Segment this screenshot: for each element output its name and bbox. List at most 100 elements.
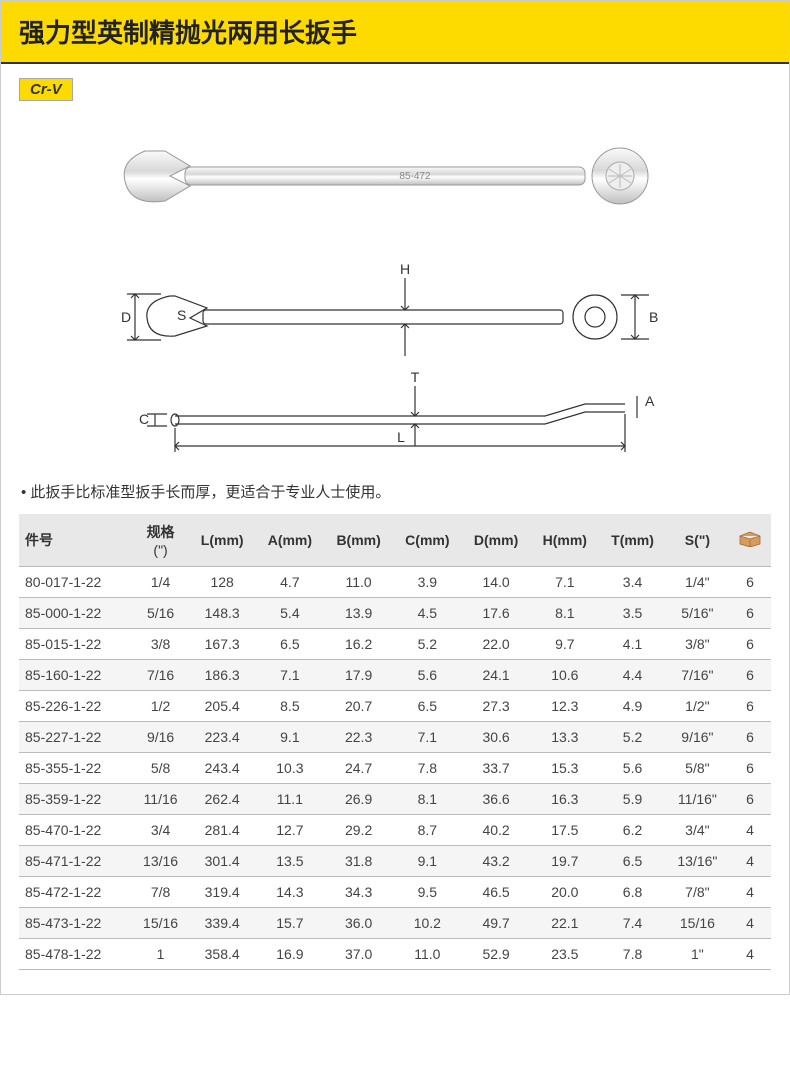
table-cell: 34.3 — [324, 877, 393, 908]
table-cell: 3/8 — [132, 629, 189, 660]
table-cell: 9.1 — [256, 722, 325, 753]
table-cell: 85-359-1-22 — [19, 784, 132, 815]
table-cell: 186.3 — [189, 660, 256, 691]
table-cell: 85-227-1-22 — [19, 722, 132, 753]
table-cell: 9.1 — [393, 846, 462, 877]
table-cell: 12.3 — [530, 691, 599, 722]
table-cell: 6 — [729, 567, 771, 598]
table-cell: 6 — [729, 784, 771, 815]
box-icon — [738, 531, 762, 547]
table-cell: 148.3 — [189, 598, 256, 629]
table-cell: 6 — [729, 691, 771, 722]
dim-A: A — [645, 393, 655, 409]
table-row: 85-478-1-221358.416.937.011.052.923.57.8… — [19, 939, 771, 970]
table-cell: 7.1 — [393, 722, 462, 753]
table-cell: 5.2 — [599, 722, 666, 753]
page-title: 强力型英制精抛光两用长扳手 — [19, 13, 771, 50]
table-cell: 9.7 — [530, 629, 599, 660]
table-cell: 85-472-1-22 — [19, 877, 132, 908]
table-cell: 13/16 — [132, 846, 189, 877]
table-cell: 6.8 — [599, 877, 666, 908]
table-cell: 7.1 — [530, 567, 599, 598]
col-header: D(mm) — [462, 514, 531, 567]
table-cell: 11.0 — [324, 567, 393, 598]
table-cell: 13/16" — [666, 846, 729, 877]
table-cell: 281.4 — [189, 815, 256, 846]
table-cell: 7/16 — [132, 660, 189, 691]
table-cell: 5/8 — [132, 753, 189, 784]
table-cell: 8.1 — [530, 598, 599, 629]
table-cell: 4.4 — [599, 660, 666, 691]
table-cell: 17.5 — [530, 815, 599, 846]
table-cell: 8.7 — [393, 815, 462, 846]
dim-H: H — [400, 261, 410, 277]
table-cell: 319.4 — [189, 877, 256, 908]
table-cell: 5.2 — [393, 629, 462, 660]
table-cell: 16.3 — [530, 784, 599, 815]
col-header: L(mm) — [189, 514, 256, 567]
table-cell: 223.4 — [189, 722, 256, 753]
table-cell: 85-226-1-22 — [19, 691, 132, 722]
table-row: 85-473-1-2215/16339.415.736.010.249.722.… — [19, 908, 771, 939]
table-cell: 85-471-1-22 — [19, 846, 132, 877]
table-cell: 1/4" — [666, 567, 729, 598]
table-cell: 22.1 — [530, 908, 599, 939]
table-cell: 7.8 — [393, 753, 462, 784]
dim-S: S — [177, 307, 186, 323]
table-row: 85-226-1-221/2205.48.520.76.527.312.34.9… — [19, 691, 771, 722]
table-cell: 29.2 — [324, 815, 393, 846]
col-header: T(mm) — [599, 514, 666, 567]
table-cell: 205.4 — [189, 691, 256, 722]
col-header: S(") — [666, 514, 729, 567]
table-cell: 15/16 — [132, 908, 189, 939]
table-cell: 3.5 — [599, 598, 666, 629]
table-cell: 6 — [729, 660, 771, 691]
table-cell: 52.9 — [462, 939, 531, 970]
table-cell: 13.3 — [530, 722, 599, 753]
table-cell: 4.7 — [256, 567, 325, 598]
table-cell: 262.4 — [189, 784, 256, 815]
col-header: 规格(") — [132, 514, 189, 567]
dim-C: C — [139, 411, 149, 427]
col-header: A(mm) — [256, 514, 325, 567]
table-row: 80-017-1-221/41284.711.03.914.07.13.41/4… — [19, 567, 771, 598]
table-cell: 15.3 — [530, 753, 599, 784]
table-cell: 167.3 — [189, 629, 256, 660]
table-cell: 22.3 — [324, 722, 393, 753]
table-cell: 128 — [189, 567, 256, 598]
spec-table: 件号规格(")L(mm)A(mm)B(mm)C(mm)D(mm)H(mm)T(m… — [19, 514, 771, 970]
table-cell: 4.1 — [599, 629, 666, 660]
table-cell: 4.9 — [599, 691, 666, 722]
table-cell: 4 — [729, 877, 771, 908]
table-cell: 5/16" — [666, 598, 729, 629]
table-cell: 3.4 — [599, 567, 666, 598]
table-cell: 7/8" — [666, 877, 729, 908]
table-cell: 3/8" — [666, 629, 729, 660]
product-photo: 85-472 — [19, 131, 771, 226]
table-cell: 17.9 — [324, 660, 393, 691]
table-cell: 301.4 — [189, 846, 256, 877]
table-cell: 31.8 — [324, 846, 393, 877]
table-cell: 24.7 — [324, 753, 393, 784]
dimension-diagram: H B D S T C A L — [19, 256, 771, 461]
table-cell: 10.2 — [393, 908, 462, 939]
table-cell: 23.5 — [530, 939, 599, 970]
table-cell: 11/16 — [132, 784, 189, 815]
table-cell: 11/16" — [666, 784, 729, 815]
table-cell: 6 — [729, 722, 771, 753]
header-bar: 强力型英制精抛光两用长扳手 — [1, 1, 789, 64]
table-cell: 4 — [729, 846, 771, 877]
table-cell: 27.3 — [462, 691, 531, 722]
table-cell: 1/2" — [666, 691, 729, 722]
table-cell: 85-470-1-22 — [19, 815, 132, 846]
table-cell: 46.5 — [462, 877, 531, 908]
table-cell: 4 — [729, 939, 771, 970]
material-badge: Cr-V — [19, 78, 73, 101]
table-cell: 5.6 — [393, 660, 462, 691]
table-cell: 85-478-1-22 — [19, 939, 132, 970]
table-cell: 13.9 — [324, 598, 393, 629]
table-row: 85-471-1-2213/16301.413.531.89.143.219.7… — [19, 846, 771, 877]
dim-D: D — [121, 309, 131, 325]
table-cell: 8.5 — [256, 691, 325, 722]
table-cell: 9/16 — [132, 722, 189, 753]
